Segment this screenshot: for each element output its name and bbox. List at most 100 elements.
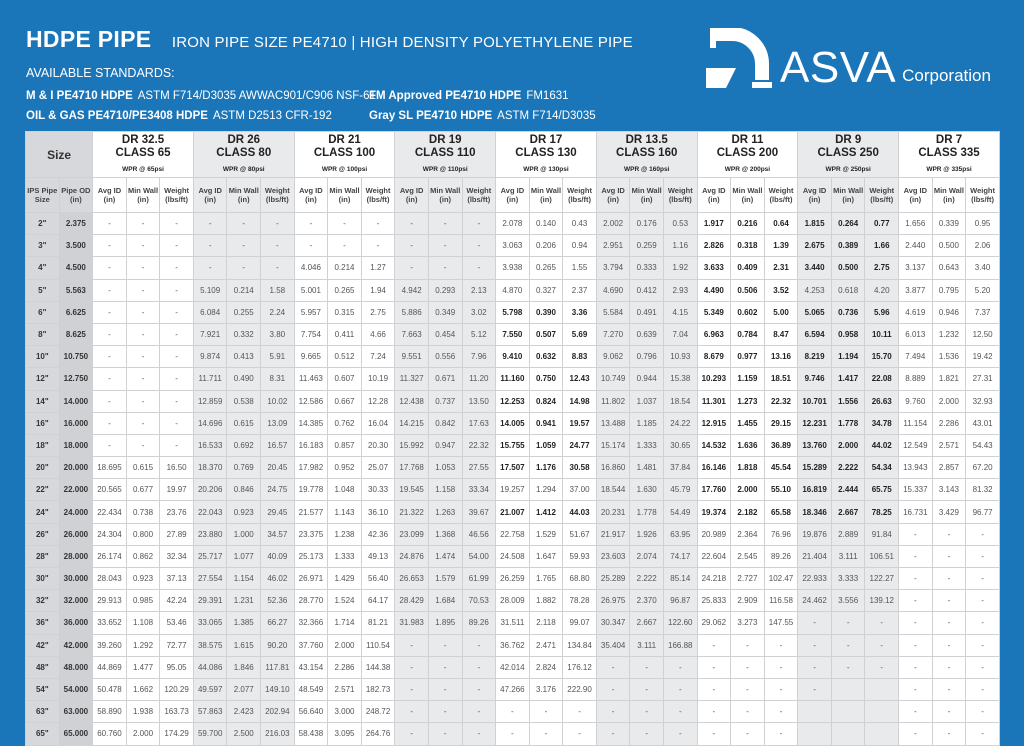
- page-title: HDPE PIPE IRON PIPE SIZE PE4710 | HIGH D…: [26, 26, 633, 53]
- avg-id-cell: -: [394, 700, 429, 724]
- min-wall-cell: -: [125, 211, 161, 236]
- min-wall-cell: -: [427, 633, 463, 657]
- weight-cell: 64.17: [360, 589, 396, 613]
- weight-cell: 5.12: [461, 322, 497, 347]
- weight-header: Weight (lbs/ft): [864, 177, 900, 213]
- avg-id-cell: 59.700: [192, 722, 228, 746]
- avg-id-cell: 10.749: [595, 367, 631, 391]
- table-row: 32" 32.000 29.913 0.985 42.24 29.391 1.231 52.3…: [25, 589, 1000, 613]
- min-wall-cell: 2.000: [327, 633, 362, 657]
- min-wall-cell: 0.692: [226, 433, 262, 458]
- avg-id-cell: 58.438: [293, 722, 329, 746]
- min-wall-cell: 1.895: [427, 611, 463, 635]
- standard-name: M & I PE4710 HDPE: [26, 90, 133, 102]
- avg-id-cell: [797, 722, 832, 746]
- group-cls: CLASS 335: [918, 146, 980, 159]
- weight-cell: 16.04: [360, 411, 396, 435]
- min-wall-cell: 3.429: [931, 500, 967, 524]
- weight-cell: -: [965, 611, 1000, 635]
- min-wall-cell: 0.736: [830, 300, 866, 324]
- avg-id-cell: 21.917: [595, 522, 631, 546]
- avg-id-cell: 37.760: [293, 633, 329, 657]
- avg-id-cell: 9.760: [898, 389, 933, 413]
- avg-id-cell: -: [696, 633, 732, 657]
- avg-id-cell: 18.695: [92, 456, 127, 480]
- min-wall-cell: 1.368: [427, 522, 463, 546]
- min-wall-cell: 0.339: [931, 211, 967, 236]
- table-row: 48" 48.000 44.869 1.477 95.05 44.086 1.846 117.…: [25, 655, 1000, 679]
- min-wall-cell: 0.944: [629, 367, 664, 391]
- min-wall-cell: 2.857: [931, 456, 967, 480]
- min-wall-cell: -: [730, 722, 765, 746]
- avg-id-cell: 43.154: [293, 655, 329, 679]
- min-wall-cell: -: [629, 677, 664, 702]
- weight-cell: 102.47: [763, 566, 799, 591]
- weight-cell: -: [159, 256, 194, 280]
- table-row: 18" 18.000- - -16.533 0.692 16.57 16.183 0.857 2…: [25, 433, 1000, 458]
- weight-cell: 54.34: [864, 456, 900, 480]
- min-wall-cell: 1.455: [730, 411, 765, 435]
- dr-group-header: DR 13.5 CLASS 160 WPR @ 160psi: [595, 131, 698, 178]
- pipe-od-cell: 30.000: [58, 566, 94, 591]
- avg-id-cell: 58.890: [92, 700, 127, 724]
- avg-id-cell: 3.877: [898, 278, 933, 302]
- min-wall-cell: 0.769: [226, 456, 262, 480]
- avg-id-cell: 25.717: [192, 544, 228, 569]
- min-wall-cell: -: [528, 722, 564, 746]
- weight-cell: -: [965, 700, 1000, 724]
- avg-id-cell: 22.758: [495, 522, 530, 546]
- min-wall-cell: 1.636: [730, 433, 765, 458]
- min-wall-cell: 1.053: [427, 456, 463, 480]
- avg-id-header: Avg ID (in): [696, 177, 732, 213]
- weight-cell: 42.24: [159, 589, 194, 613]
- pipe-od-cell: 3.500: [58, 234, 94, 258]
- weight-cell: 32.93: [965, 389, 1000, 413]
- weight-cell: 10.19: [360, 367, 396, 391]
- avg-id-cell: -: [495, 722, 530, 746]
- group-wpr: WPR @ 80psi: [222, 165, 265, 173]
- avg-id-cell: 22.604: [696, 544, 732, 569]
- min-wall-cell: 1.417: [830, 367, 866, 391]
- min-wall-cell: 2.074: [629, 544, 664, 569]
- standard-spec: ASTM D2513 CFR-192: [212, 110, 332, 122]
- table-row: 22" 22.000 20.565 0.677 19.97 20.206 0.846 24.7…: [25, 478, 1000, 502]
- min-wall-cell: 0.412: [629, 278, 664, 302]
- weight-cell: 65.75: [864, 478, 900, 502]
- weight-cell: 1.27: [360, 256, 396, 280]
- avg-id-cell: -: [696, 655, 732, 679]
- table-row: 8" 8.625- - -7.921 0.332 3.80 7.754 0.411 4.66 7.…: [25, 322, 1000, 347]
- avg-id-cell: 20.565: [92, 478, 127, 502]
- avg-id-cell: 8.219: [797, 345, 832, 369]
- min-wall-cell: 0.952: [327, 456, 362, 480]
- avg-id-cell: -: [92, 278, 127, 302]
- weight-header: Weight (lbs/ft): [159, 177, 194, 213]
- avg-id-cell: 24.462: [797, 589, 832, 613]
- weight-cell: -: [662, 700, 698, 724]
- weight-cell: 19.57: [562, 411, 597, 435]
- avg-id-cell: 4.942: [394, 278, 429, 302]
- dr-group-header: DR 7 CLASS 335 WPR @ 335psi: [898, 131, 1000, 178]
- pipe-od-cell: 12.750: [58, 367, 94, 391]
- min-wall-cell: 0.413: [226, 345, 262, 369]
- group-wpr: WPR @ 200psi: [724, 165, 771, 173]
- min-wall-cell: 3.176: [528, 677, 564, 702]
- standard-name: Gray SL PE4710 HDPE: [369, 110, 493, 122]
- avg-id-header: Avg ID (in): [92, 177, 127, 213]
- weight-header: Weight (lbs/ft): [763, 177, 799, 213]
- min-wall-cell: -: [427, 700, 463, 724]
- weight-cell: 222.90: [562, 677, 597, 702]
- min-wall-cell: 3.273: [730, 611, 765, 635]
- pipe-od-cell: 42.000: [58, 633, 94, 657]
- avg-id-cell: 29.913: [92, 589, 127, 613]
- weight-cell: 10.11: [864, 322, 900, 347]
- min-wall-cell: [830, 722, 866, 746]
- pipe-od-cell: 26.000: [58, 522, 94, 546]
- table-row: 30" 30.000 28.043 0.923 37.13 27.554 1.154 46.0…: [25, 566, 1000, 591]
- group-cls: CLASS 130: [515, 146, 577, 159]
- min-wall-cell: 3.556: [830, 589, 866, 613]
- min-wall-cell: 1.333: [629, 433, 664, 458]
- group-wpr: WPR @ 65psi: [122, 165, 164, 173]
- weight-cell: 81.21: [360, 611, 396, 635]
- weight-cell: 37.00: [562, 478, 597, 502]
- group-cls: CLASS 250: [817, 146, 879, 159]
